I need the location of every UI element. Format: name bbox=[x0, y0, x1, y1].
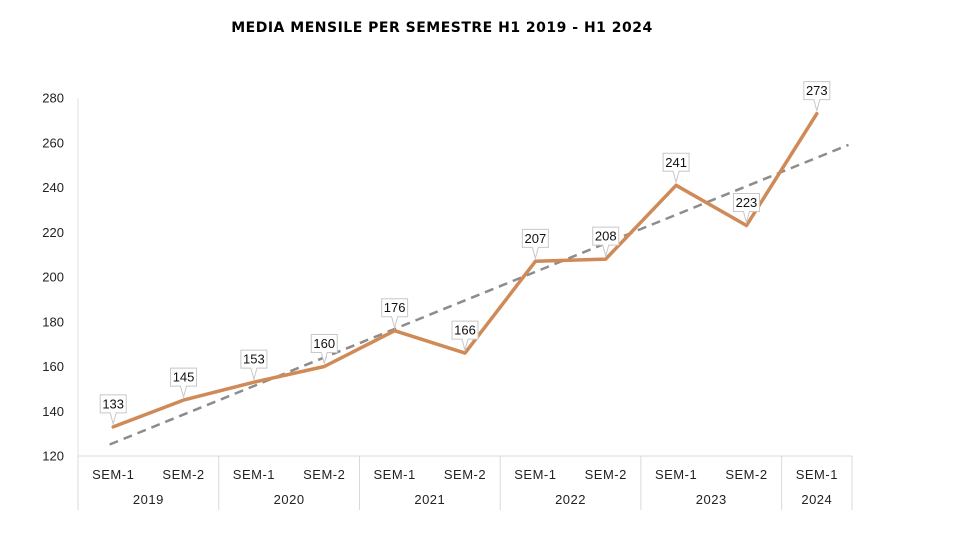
y-tick-label: 160 bbox=[42, 359, 64, 374]
y-tick-label: 200 bbox=[42, 270, 64, 285]
x-tick-label: SEM-2 bbox=[585, 467, 627, 482]
data-point bbox=[182, 398, 186, 402]
data-label: 207 bbox=[525, 231, 547, 246]
y-tick-label: 140 bbox=[42, 404, 64, 419]
x-tick-label: SEM-2 bbox=[162, 467, 204, 482]
data-label-box bbox=[732, 193, 760, 225]
y-tick-label: 120 bbox=[42, 449, 64, 464]
chart-title: MEDIA MENSILE PER SEMESTRE H1 2019 - H1 … bbox=[231, 20, 653, 36]
x-tick-label: SEM-1 bbox=[514, 467, 556, 482]
data-label: 241 bbox=[665, 155, 687, 170]
data-label: 160 bbox=[313, 336, 335, 351]
y-tick-label: 220 bbox=[42, 225, 64, 240]
data-label: 133 bbox=[102, 396, 124, 411]
data-label: 176 bbox=[384, 300, 406, 315]
data-label: 166 bbox=[454, 323, 476, 338]
data-label-box bbox=[381, 298, 409, 330]
x-tick-label: SEM-2 bbox=[303, 467, 345, 482]
year-label: 2020 bbox=[274, 492, 305, 507]
series-line bbox=[111, 111, 819, 429]
trendline bbox=[109, 143, 849, 446]
x-tick-label: SEM-1 bbox=[796, 467, 838, 482]
x-tick-label: SEM-1 bbox=[92, 467, 134, 482]
data-label: 145 bbox=[173, 370, 195, 385]
data-label-box bbox=[662, 152, 690, 185]
data-point bbox=[463, 351, 467, 355]
x-tick-label: SEM-1 bbox=[655, 467, 697, 482]
data-label-box bbox=[451, 320, 479, 352]
year-label: 2022 bbox=[555, 492, 586, 507]
data-point bbox=[674, 183, 678, 187]
data-label-box bbox=[240, 349, 268, 382]
data-point bbox=[252, 380, 256, 384]
y-tick-label: 240 bbox=[42, 180, 64, 195]
year-label: 2021 bbox=[414, 492, 445, 507]
data-label-box bbox=[803, 81, 831, 113]
data-label: 223 bbox=[736, 195, 758, 210]
x-tick-label: SEM-1 bbox=[233, 467, 275, 482]
year-label: 2023 bbox=[696, 492, 727, 507]
x-tick-label: SEM-1 bbox=[374, 467, 416, 482]
data-label-box bbox=[310, 334, 338, 366]
series-group bbox=[111, 111, 819, 429]
data-label-box bbox=[592, 226, 620, 259]
data-point bbox=[322, 365, 326, 368]
axes: 120 140 160 180 200 220 240 260 280 SEM-1 SEM-2 SEM… bbox=[42, 91, 853, 510]
data-point bbox=[744, 224, 748, 228]
data-point bbox=[604, 257, 608, 261]
data-label-box bbox=[521, 228, 549, 261]
year-label: 2019 bbox=[133, 492, 164, 507]
y-tick-label: 260 bbox=[42, 135, 64, 150]
data-point bbox=[111, 425, 115, 429]
data-point bbox=[533, 259, 537, 263]
y-tick-label: 180 bbox=[42, 314, 64, 329]
data-label: 273 bbox=[806, 83, 828, 98]
data-labels-group: 133 145 153 160 176 166 207 208 241 223 273 bbox=[99, 81, 831, 426]
x-tick-label: SEM-2 bbox=[444, 467, 486, 482]
data-point bbox=[393, 329, 397, 333]
data-point bbox=[815, 112, 819, 116]
y-tick-label: 280 bbox=[42, 91, 64, 106]
data-label-box bbox=[170, 367, 198, 399]
data-label: 208 bbox=[595, 229, 617, 244]
x-tick-label: SEM-2 bbox=[725, 467, 767, 482]
year-label: 2024 bbox=[801, 492, 832, 507]
data-label: 153 bbox=[243, 352, 265, 367]
trendline-group bbox=[109, 143, 849, 446]
data-label-box bbox=[99, 394, 127, 426]
